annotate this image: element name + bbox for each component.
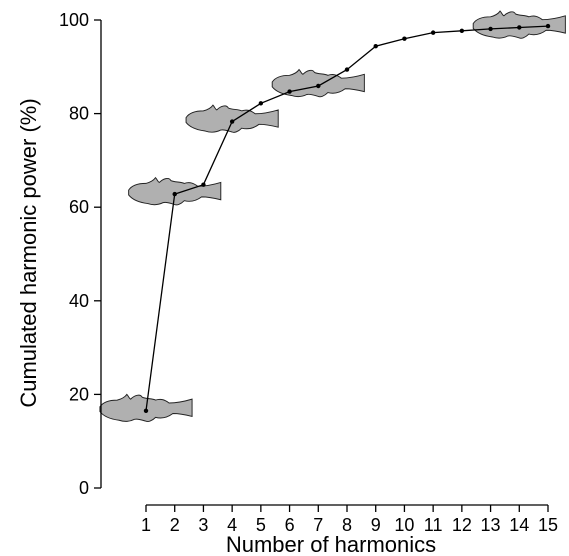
y-axis-title: Cumulated harmonic power (%) <box>16 98 41 407</box>
x-tick-label: 7 <box>313 515 323 535</box>
x-tick-label: 5 <box>256 515 266 535</box>
x-tick-label: 9 <box>371 515 381 535</box>
fish-outline-annotations <box>99 10 566 423</box>
y-tick-label: 0 <box>79 478 89 498</box>
data-point <box>430 30 436 35</box>
data-point <box>172 191 177 197</box>
x-tick-label: 4 <box>227 515 237 535</box>
x-tick-label: 12 <box>452 515 472 535</box>
x-tick-label: 3 <box>198 515 208 535</box>
y-tick-label: 60 <box>69 197 89 217</box>
data-point <box>258 101 264 106</box>
x-axis-title: Number of harmonics <box>226 532 436 556</box>
fish-outline-icon <box>185 104 279 133</box>
data-point <box>201 182 206 187</box>
y-tick-label: 100 <box>59 10 89 30</box>
x-tick-label: 10 <box>394 515 414 535</box>
data-series <box>143 23 551 413</box>
x-tick-label: 1 <box>141 515 151 535</box>
data-point <box>545 23 551 29</box>
y-tick-label: 40 <box>69 291 89 311</box>
x-tick-label: 6 <box>285 515 295 535</box>
data-point <box>517 25 522 30</box>
x-tick-label: 15 <box>538 515 558 535</box>
data-point <box>344 67 350 72</box>
fish-outline-icon <box>128 177 222 206</box>
y-tick-label: 80 <box>69 104 89 124</box>
data-point <box>229 119 235 124</box>
data-point <box>316 83 321 89</box>
fish-outline-icon <box>472 10 566 39</box>
data-point <box>287 89 292 94</box>
data-point <box>488 26 493 32</box>
x-tick-label: 8 <box>342 515 352 535</box>
data-point <box>402 36 407 41</box>
x-tick-label: 2 <box>170 515 180 535</box>
data-point <box>459 28 465 33</box>
data-point <box>373 44 378 49</box>
data-point <box>143 408 149 413</box>
x-tick-label: 14 <box>509 515 529 535</box>
y-tick-label: 20 <box>69 384 89 404</box>
x-tick-label: 13 <box>481 515 501 535</box>
x-tick-label: 11 <box>424 515 443 535</box>
